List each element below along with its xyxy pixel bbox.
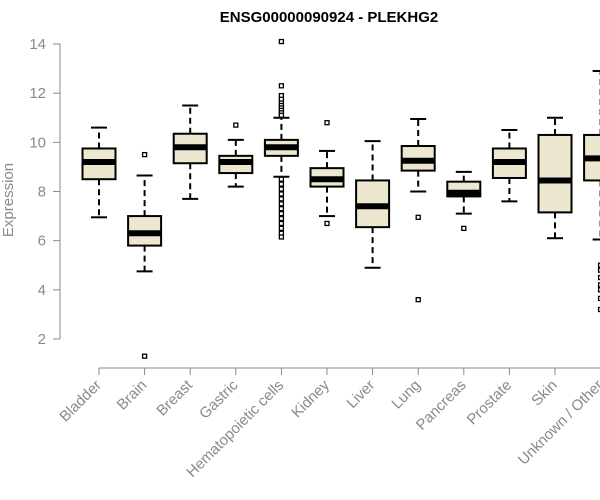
outlier-point [597,274,600,281]
outlier-point [278,220,285,227]
x-tick-label: Lung [388,377,424,413]
outlier-point [597,267,600,273]
outlier-point [278,191,285,197]
chart-title: ENSG00000090924 - PLEKHG2 [220,9,438,26]
x-tick-label: Prostate [464,377,516,429]
y-tick-label: 10 [29,134,46,151]
y-tick-label: 8 [38,184,46,201]
box-kidney [309,120,345,227]
outlier-point [278,201,285,207]
x-tick-label: Pancreas [413,377,470,434]
x-tick-label: Breast [153,376,196,419]
outlier-point [278,176,285,182]
y-tick-label: 6 [38,233,46,250]
outlier-point [415,297,421,303]
outlier-point [597,287,600,293]
x-tick-label: Bladder [56,377,105,426]
outlier-point [278,225,285,232]
outlier-point [461,225,467,232]
iqr-box [537,133,573,214]
outlier-point [278,196,285,202]
outlier-point [324,120,330,126]
y-tick-label: 14 [29,36,46,53]
y-axis-label: Expression [0,163,17,237]
box-lung [400,117,436,303]
x-tick-label: Skin [528,377,561,410]
box-bladder [81,126,117,219]
box-breast [172,104,208,200]
y-tick-label: 2 [38,331,46,348]
y-axis: 2 4 6 8 10 12 14 [29,36,61,348]
box-pancreas [446,170,482,232]
outlier-point [278,210,285,217]
box-hematopoietic-cells [263,38,299,240]
outlier-point [233,122,239,128]
y-tick-label: 4 [38,282,46,299]
x-tick-label: Kidney [288,376,333,421]
box-liver [355,140,391,269]
outlier-point [415,214,421,220]
outlier-point [278,38,285,45]
outlier-point [278,234,285,240]
box-unknown-other [583,70,600,313]
outlier-point [278,83,285,89]
outlier-point [141,151,148,158]
outlier-point [278,206,285,212]
x-tick-label: Brain [114,377,151,414]
boxes-group [81,38,600,359]
outlier-point [278,181,285,187]
x-tick-label: Liver [343,377,378,412]
outlier-point [324,220,330,227]
outlier-point [278,215,285,222]
outlier-point [597,306,600,313]
box-prostate [491,129,527,203]
outlier-point [597,262,600,268]
box-skin [537,116,573,240]
outlier-point [141,353,148,359]
outlier-point [597,282,600,288]
outlier-point [597,295,600,302]
x-tick-label: Gastric [196,376,242,422]
y-tick-label: 12 [29,85,46,102]
box-gastric [218,122,254,188]
box-brain [127,151,163,359]
outlier-point [278,186,285,192]
outlier-point [278,112,285,118]
